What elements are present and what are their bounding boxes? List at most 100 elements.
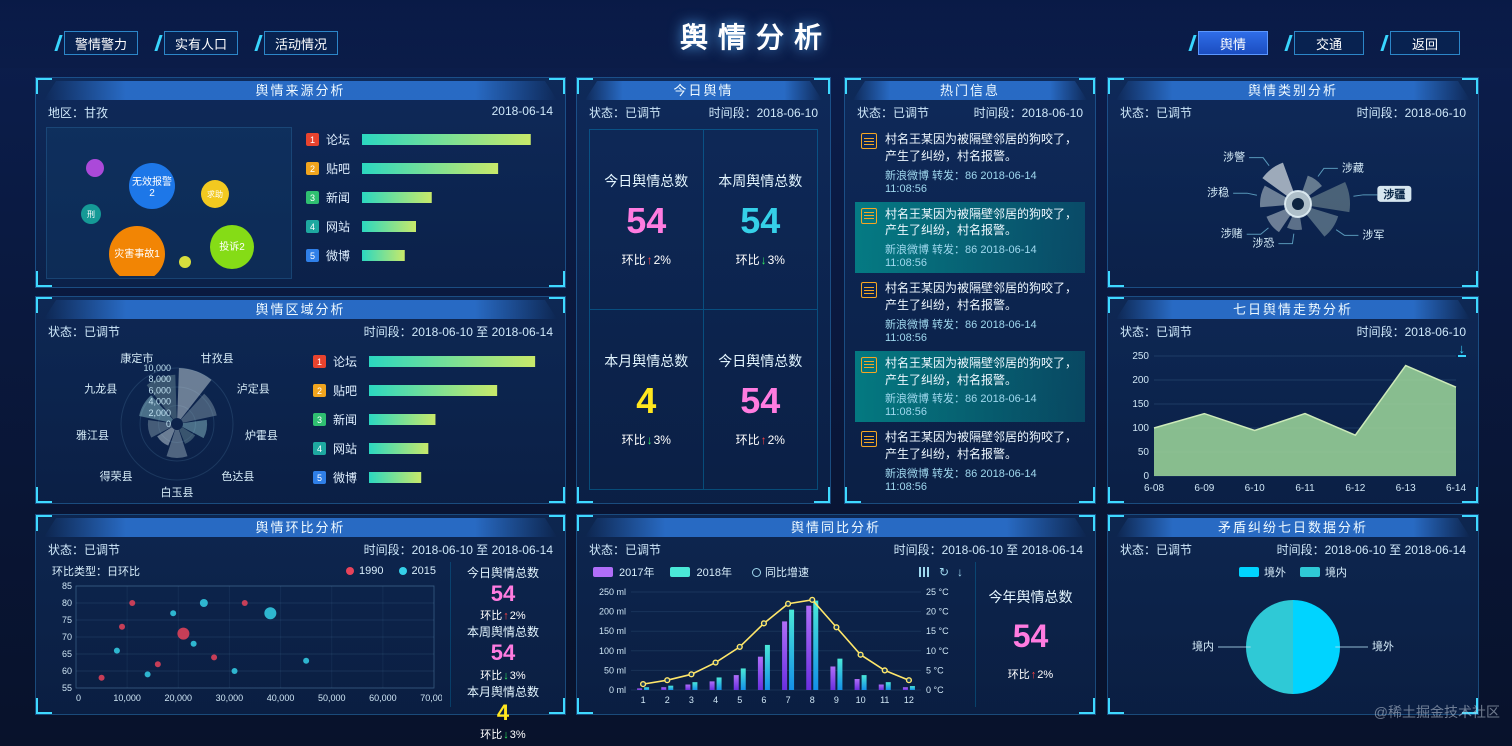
period-label: 时间段：2018-06-10 至 2018-06-14	[893, 543, 1083, 557]
svg-text:11: 11	[880, 695, 889, 705]
svg-text:4: 4	[713, 695, 718, 705]
svg-text:新闻: 新闻	[333, 412, 357, 427]
pie-legend: 境外 境内	[1233, 562, 1353, 582]
trend-arrow: ↓	[760, 252, 767, 267]
svg-text:论坛: 论坛	[333, 355, 357, 369]
stat-value: 54	[740, 199, 781, 241]
panel-body: 无效报警 2 刑求助 灾害事故1 投诉2 1 论坛 2 贴吧 3 新闻 4 网站 5 微博	[36, 121, 565, 284]
svg-text:6-09: 6-09	[1194, 483, 1214, 494]
panel-subheader: 状态：已调节 时间段：2018-06-10	[577, 100, 830, 121]
svg-text:3: 3	[689, 695, 694, 705]
status-label: 状态：已调节	[589, 106, 662, 120]
growth-rate-toggle[interactable]: 同比增速	[751, 564, 809, 580]
svg-text:涉稳: 涉稳	[1207, 185, 1229, 199]
region-label: 地区：甘孜	[48, 106, 109, 120]
panel-body: 今日舆情总数 54 环比↑2% 本周舆情总数 54 环比↓3% 本月舆情总数 4…	[577, 121, 830, 500]
svg-text:60: 60	[62, 666, 72, 676]
stat-delta: 环比↑2%	[621, 252, 671, 267]
svg-text:50: 50	[1138, 447, 1150, 458]
panel-body: 0 50 100 150 200 250 6-08 6-09 6-10 6-11 6-12 6-13 6…	[1108, 340, 1478, 500]
period-label: 时间段：2018-06-10 至 2018-06-14	[1276, 543, 1466, 557]
news-icon	[861, 282, 877, 299]
download-icon[interactable]: ↓	[1457, 341, 1466, 357]
trend-arrow: ↓	[503, 729, 509, 742]
svg-text:贴吧: 贴吧	[326, 162, 350, 176]
svg-text:1: 1	[317, 357, 322, 367]
panel-conflict-7day: 矛盾纠纷七日数据分析 状态：已调节 时间段：2018-06-10 至 2018-…	[1107, 514, 1479, 715]
hot-item[interactable]: 村名王某因为被隔壁邻居的狗咬了，产生了纠纷，村名报警。 新浪微博 转发：86 20…	[855, 276, 1085, 348]
news-icon	[861, 207, 877, 224]
hot-item-text: 村名王某因为被隔壁邻居的狗咬了，产生了纠纷，村名报警。	[885, 430, 1078, 462]
svg-text:25 °C: 25 °C	[926, 587, 949, 597]
svg-text:6-10: 6-10	[1245, 483, 1265, 494]
svg-text:6: 6	[761, 695, 766, 705]
svg-text:新闻: 新闻	[326, 190, 350, 205]
nav-button-yuqing[interactable]: 舆情	[1198, 31, 1268, 55]
svg-text:涉赌: 涉赌	[1221, 226, 1243, 240]
nav-right: 舆情 交通 返回	[1198, 31, 1460, 55]
svg-text:1: 1	[310, 135, 315, 145]
svg-text:70,000: 70,000	[420, 693, 442, 703]
stat-cell-today-total-2: 今日舆情总数 54 环比↑2%	[704, 310, 818, 490]
panel-category-analysis: 舆情类别分析 状态：已调节 时间段：2018-06-10 涉警 涉藏 涉稳 涉疆 涉赌涉…	[1107, 77, 1479, 288]
period-label: 时间段：2018-06-10 至 2018-06-14	[363, 325, 553, 339]
panel-body: 境外 境内 境外 境内	[1108, 558, 1478, 711]
nav-button-back[interactable]: 返回	[1390, 31, 1460, 55]
stat-value: 54	[626, 199, 667, 241]
period-label: 2018-06-14	[491, 104, 553, 118]
nav-button-activity[interactable]: 活动情况	[264, 31, 339, 55]
svg-text:康定市: 康定市	[120, 351, 153, 365]
trend-arrow: ↓	[503, 669, 509, 682]
svg-text:无效报警: 无效报警	[132, 175, 172, 188]
refresh-icon[interactable]: ↻	[938, 565, 949, 579]
bubble-chart-box: 无效报警 2 刑 求助 灾害事故1 投诉2	[46, 127, 292, 282]
svg-text:20 °C: 20 °C	[926, 607, 949, 617]
download-icon[interactable]: ↓	[957, 565, 963, 579]
panel-7day-trend: 七日舆情走势分析 状态：已调节 时间段：2018-06-10 ↓ 0 50 100 1…	[1107, 296, 1479, 504]
svg-text:微博: 微博	[333, 470, 357, 485]
stat-delta: 环比↓3%	[621, 432, 671, 447]
trend-arrow: ↑	[503, 610, 509, 623]
panel-subheader: 地区：甘孜 2018-06-14	[36, 100, 565, 121]
status-label: 状态：已调节	[48, 325, 121, 339]
svg-text:30,000: 30,000	[216, 693, 244, 703]
svg-text:5: 5	[317, 473, 322, 483]
nav-button-police[interactable]: 警情警力	[64, 31, 139, 55]
svg-text:6,000: 6,000	[148, 385, 171, 395]
svg-text:8: 8	[810, 695, 815, 705]
svg-text:0 °C: 0 °C	[926, 685, 944, 695]
hot-item[interactable]: 村名王某因为被隔壁邻居的狗咬了，产生了纠纷，村名报警。 新浪微博 转发：86 20…	[855, 127, 1085, 199]
huanbi-type-label: 环比类型：日环比	[52, 566, 140, 578]
hot-item-body: 村名王某因为被隔壁邻居的狗咬了，产生了纠纷，村名报警。 新浪微博 转发：86 20…	[885, 131, 1079, 195]
svg-text:甘孜县: 甘孜县	[201, 351, 234, 365]
period-label: 时间段：2018-06-10	[973, 106, 1083, 120]
svg-text:九龙县: 九龙县	[84, 383, 117, 396]
bar-view-icon[interactable]	[918, 567, 931, 577]
svg-text:5: 5	[310, 251, 315, 261]
today-stats-grid: 今日舆情总数 54 环比↑2% 本周舆情总数 54 环比↓3% 本月舆情总数 4…	[589, 129, 818, 490]
legend-dot-1990	[346, 567, 355, 575]
svg-text:10,000: 10,000	[113, 693, 141, 703]
nav-button-traffic[interactable]: 交通	[1294, 31, 1364, 55]
svg-text:2: 2	[310, 164, 315, 174]
status-label: 状态：已调节	[1120, 543, 1193, 557]
hot-item[interactable]: 村名王某因为被隔壁邻居的狗咬了，产生了纠纷，村名报警。 新浪微博 转发：86 20…	[855, 350, 1085, 423]
hot-item[interactable]: 村名王某因为被隔壁邻居的狗咬了，产生了纠纷，村名报警。 新浪微博 转发：86 20…	[855, 425, 1085, 496]
svg-text:200 ml: 200 ml	[599, 607, 626, 617]
svg-text:5 °C: 5 °C	[926, 665, 944, 675]
svg-text:5: 5	[737, 695, 742, 705]
stat-value: 54	[740, 379, 781, 421]
status-label: 状态：已调节	[1120, 106, 1193, 120]
panel-subheader: 状态：已调节 时间段：2018-06-10	[845, 100, 1095, 121]
svg-text:境内: 境内	[1192, 639, 1214, 653]
svg-text:0: 0	[166, 419, 171, 429]
nav-button-population[interactable]: 实有人口	[164, 31, 239, 55]
svg-text:6-14: 6-14	[1446, 483, 1466, 494]
svg-text:60,000: 60,000	[369, 693, 397, 703]
panel-body: 甘孜县 泸定县 炉霍县 色达县 白玉县 得荣县 雅江县 九龙县 康定市 10,000 8,000 6,…	[36, 340, 565, 500]
svg-text:投诉2: 投诉2	[219, 240, 245, 253]
hot-item[interactable]: 村名王某因为被隔壁邻居的狗咬了，产生了纠纷，村名报警。 新浪微博 转发：86 20…	[855, 201, 1085, 274]
hot-item-meta: 新浪微博 转发：86 2018-06-14 11:08:56	[885, 393, 1037, 419]
panel-title: 今日舆情	[585, 81, 822, 100]
